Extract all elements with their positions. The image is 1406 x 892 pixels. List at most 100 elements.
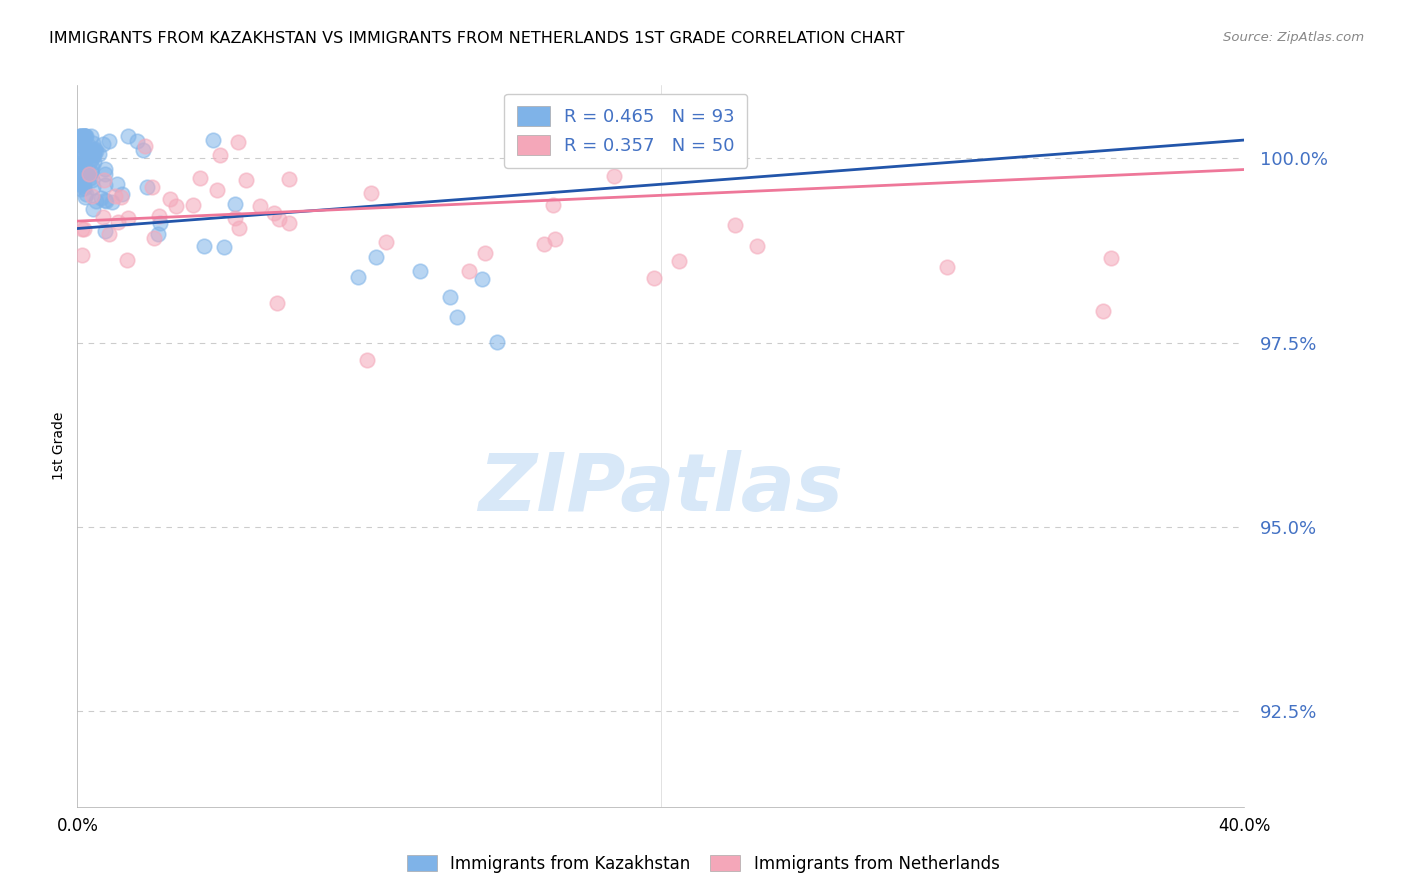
Point (193, 238, 215, 252)
Point (724, 152, 747, 166)
Point (75, 168, 97, 182)
Point (96, 194, 118, 208)
Point (94, 178, 117, 193)
Point (82, 202, 104, 216)
Point (97, 227, 120, 241)
Point (643, 271, 665, 285)
Point (82, 180, 104, 194)
Text: ZIPatlas: ZIPatlas (478, 450, 844, 528)
Point (72, 134, 94, 148)
Point (84, 144, 107, 158)
Point (84, 142, 107, 156)
Point (936, 260, 959, 274)
Point (1092, 304, 1115, 318)
Point (72, 133, 94, 147)
Point (70, 248, 93, 262)
Point (79, 170, 101, 185)
Point (439, 290, 461, 304)
Point (72, 169, 94, 184)
Point (486, 335, 509, 350)
Point (73, 129, 96, 144)
Point (73, 129, 96, 144)
Point (86, 194, 108, 209)
Point (141, 179, 163, 194)
Point (541, 198, 564, 212)
Point (73, 171, 96, 186)
Point (117, 129, 139, 144)
Point (269, 211, 291, 226)
Point (73, 129, 96, 144)
Point (207, 183, 229, 197)
Point (69, 161, 91, 176)
Point (77, 167, 100, 181)
Point (94, 168, 117, 182)
Point (224, 197, 246, 211)
Point (101, 195, 124, 210)
Point (76, 150, 98, 164)
Point (471, 271, 494, 285)
Point (72, 161, 94, 175)
Point (82, 160, 104, 174)
Point (67, 145, 90, 159)
Point (72, 178, 94, 192)
Point (263, 205, 285, 219)
Point (228, 135, 250, 149)
Point (346, 270, 368, 285)
Point (75, 129, 97, 144)
Point (75, 169, 97, 183)
Point (87, 147, 110, 161)
Point (224, 211, 246, 225)
Point (94, 194, 117, 208)
Point (209, 148, 232, 162)
Point (93, 173, 115, 187)
Point (73, 129, 96, 144)
Point (360, 186, 382, 201)
Point (70, 181, 93, 195)
Point (533, 236, 555, 251)
Point (458, 264, 481, 278)
Point (446, 310, 468, 325)
Point (75, 168, 97, 182)
Point (668, 254, 690, 268)
Y-axis label: 1st Grade: 1st Grade (52, 412, 66, 480)
Point (1101, 251, 1123, 265)
Point (117, 211, 139, 225)
Point (131, 143, 153, 157)
Point (165, 199, 187, 213)
Point (277, 171, 299, 186)
Point (82, 188, 104, 202)
Point (79, 129, 101, 144)
Point (72, 163, 94, 178)
Point (82, 143, 104, 157)
Point (83, 154, 105, 169)
Point (188, 170, 211, 185)
Point (356, 353, 378, 368)
Point (181, 197, 204, 211)
Point (97, 134, 120, 148)
Point (79, 167, 101, 181)
Point (73, 160, 96, 174)
Point (134, 139, 156, 153)
Point (146, 227, 169, 241)
Point (83, 145, 105, 160)
Point (107, 215, 129, 229)
Point (202, 133, 225, 147)
Point (70, 129, 93, 144)
Point (82, 151, 104, 165)
Point (73, 189, 96, 203)
Point (474, 246, 496, 260)
Point (77, 137, 100, 152)
Legend: R = 0.465   N = 93, R = 0.357   N = 50: R = 0.465 N = 93, R = 0.357 N = 50 (505, 94, 747, 168)
Point (91, 211, 114, 225)
Point (73, 222, 96, 236)
Point (72, 181, 94, 195)
Point (76, 167, 98, 181)
Point (70, 129, 93, 144)
Point (249, 199, 271, 213)
Point (409, 264, 432, 278)
Point (67, 161, 90, 176)
Point (110, 190, 132, 204)
Point (69, 129, 91, 144)
Point (266, 295, 288, 310)
Point (70, 178, 93, 193)
